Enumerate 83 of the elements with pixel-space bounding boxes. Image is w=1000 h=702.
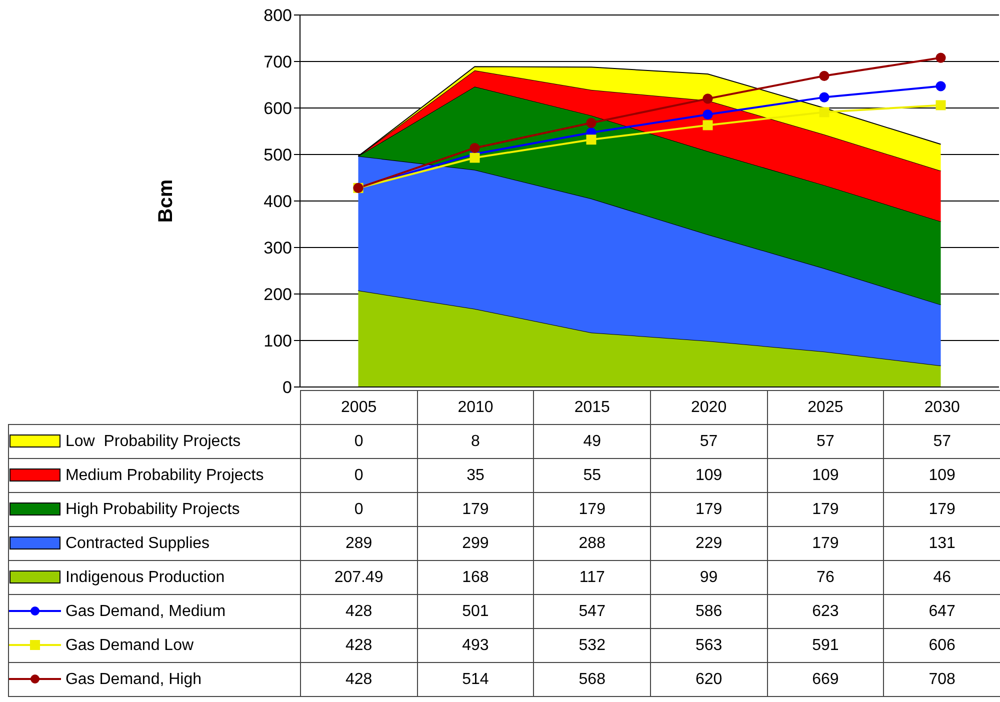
data-label: 620	[650, 662, 768, 696]
data-label: 669	[767, 662, 884, 696]
data-label: 8	[417, 424, 534, 458]
data-label: 514	[417, 662, 534, 696]
point	[702, 109, 713, 120]
data-label: 109	[767, 458, 884, 492]
data-label: 117	[534, 560, 650, 594]
point	[819, 107, 830, 118]
legend-label: Medium Probability Projects	[8, 458, 300, 492]
point	[819, 70, 830, 81]
data-label: 35	[417, 458, 534, 492]
data-label: 428	[300, 662, 418, 696]
data-label: 547	[534, 594, 650, 628]
data-label: 179	[534, 492, 650, 526]
point	[586, 134, 596, 145]
data-label: 0	[300, 492, 418, 526]
data-label: 299	[417, 526, 534, 560]
data-label: 109	[650, 458, 768, 492]
data-label: 179	[767, 526, 884, 560]
y-tick-label: 0	[282, 378, 292, 398]
legend-label: High Probability Projects	[8, 492, 300, 526]
x-tick-label: 2025	[767, 390, 884, 424]
y-tick-label: 100	[264, 332, 292, 351]
y-tick-label: 400	[264, 192, 292, 212]
y-tick-label: 600	[264, 99, 292, 118]
data-label: 229	[650, 526, 768, 560]
point	[936, 100, 946, 110]
data-label: 623	[767, 594, 884, 628]
x-tick-label: 2030	[884, 390, 1000, 424]
legend-label: Gas Demand Low	[8, 628, 300, 662]
data-label: 591	[767, 628, 884, 662]
data-label: 179	[767, 492, 884, 526]
x-tick-label: 2010	[417, 390, 534, 424]
point	[936, 52, 946, 63]
data-label: 55	[534, 458, 650, 492]
legend-label: Gas Demand, High	[8, 662, 300, 696]
data-label: 179	[884, 492, 1000, 526]
data-label: 46	[884, 560, 1000, 594]
y-tick-label: 300	[264, 238, 292, 258]
data-label: 586	[650, 594, 768, 628]
data-label: 532	[534, 628, 650, 662]
data-label: 57	[767, 424, 884, 458]
data-label: 563	[650, 628, 768, 662]
point	[936, 81, 946, 92]
data-label: 49	[534, 424, 650, 458]
data-label: 501	[417, 594, 534, 628]
legend-label: Indigenous Production	[8, 560, 300, 594]
point	[819, 92, 830, 102]
data-label: 76	[767, 560, 884, 594]
point	[586, 118, 596, 128]
y-axis-title: Bcm	[155, 179, 178, 223]
x-tick-label: 2015	[534, 390, 650, 424]
data-label: 606	[884, 628, 1000, 662]
data-label: 168	[417, 560, 534, 594]
data-label: 493	[417, 628, 534, 662]
y-tick-label: 800	[264, 6, 292, 26]
data-label: 57	[884, 424, 1000, 458]
data-label: 428	[300, 594, 418, 628]
data-label: 0	[300, 424, 418, 458]
point	[702, 120, 713, 130]
data-label: 99	[650, 560, 768, 594]
data-label: 288	[534, 526, 650, 560]
legend-label: Gas Demand, Medium	[8, 594, 300, 628]
data-label: 708	[884, 662, 1000, 696]
data-label: 57	[650, 424, 768, 458]
data-label: 289	[300, 526, 418, 560]
y-tick-label: 700	[264, 52, 292, 72]
point	[702, 94, 713, 104]
y-tick-label: 500	[264, 146, 292, 165]
data-label: 568	[534, 662, 650, 696]
x-tick-label: 2005	[300, 390, 418, 424]
legend-label: Contracted Supplies	[8, 526, 300, 560]
data-label: 109	[884, 458, 1000, 492]
data-label: 131	[884, 526, 1000, 560]
legend-label: Low Probability Projects	[8, 424, 300, 458]
data-label: 207.49	[300, 560, 418, 594]
data-label: 179	[650, 492, 768, 526]
data-label: 647	[884, 594, 1000, 628]
data-label: 428	[300, 628, 418, 662]
data-label: 0	[300, 458, 418, 492]
y-tick-label: 200	[264, 285, 292, 304]
x-tick-label: 2020	[650, 390, 768, 424]
data-label: 179	[417, 492, 534, 526]
